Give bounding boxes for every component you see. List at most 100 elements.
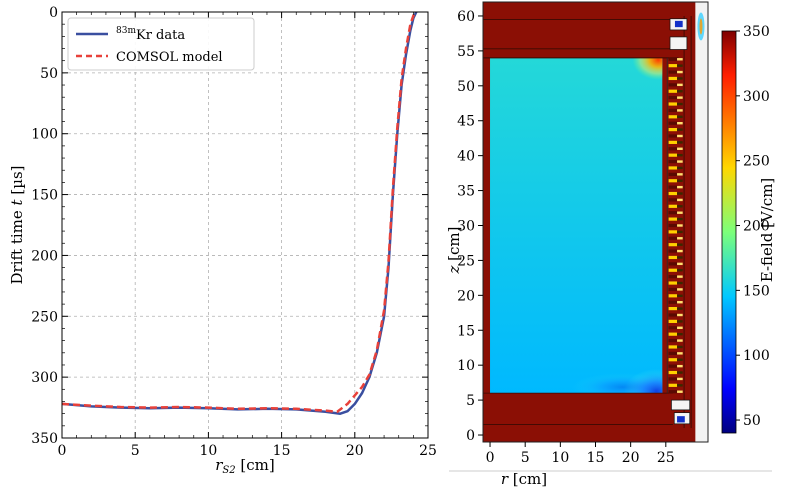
field-cage-ring xyxy=(669,275,677,278)
heatmap-y-tick-label: 35 xyxy=(457,184,475,200)
field-cage-ring-outer xyxy=(677,160,683,162)
field-cage-ring xyxy=(669,371,677,374)
electrode-hotspot xyxy=(677,416,685,422)
field-cage-ring-outer xyxy=(677,269,683,271)
heatmap-x-tick-label: 5 xyxy=(521,450,530,466)
field-cage-ring-outer xyxy=(677,186,683,188)
field-cage-ring-outer xyxy=(677,391,683,393)
field-cage-ring xyxy=(669,217,677,220)
heatmap-y-label: z [cm] xyxy=(445,226,463,274)
plot-area xyxy=(62,12,428,438)
field-cage-ring xyxy=(669,377,677,380)
y-tick-label: 250 xyxy=(31,309,58,325)
field-cage-ring-outer xyxy=(677,218,683,220)
field-cage-ring-outer xyxy=(677,212,683,214)
field-cage-ring-outer xyxy=(677,71,683,73)
field-cage-ring-outer xyxy=(677,90,683,92)
field-cage-ring xyxy=(669,205,677,208)
field-cage-ring-outer xyxy=(677,96,683,98)
field-cage-ring xyxy=(669,281,677,284)
heatmap-x-tick-label: 0 xyxy=(486,450,495,466)
field-cage-ring xyxy=(669,358,677,361)
field-cage-ring xyxy=(669,141,677,144)
field-cage-ring xyxy=(669,211,677,214)
field-cage-ring-outer xyxy=(677,141,683,143)
field-cage-ring xyxy=(669,109,677,112)
heatmap-x-tick-label: 15 xyxy=(587,450,605,466)
x-axis-label: rS2 [cm] xyxy=(215,456,275,476)
field-cage-ring xyxy=(669,70,677,73)
y-tick-label: 300 xyxy=(31,370,58,386)
y-tick-label: 200 xyxy=(31,248,58,264)
field-cage-ring-outer xyxy=(677,173,683,175)
field-cage-ring-outer xyxy=(677,295,683,297)
heatmap-y-tick-label: 10 xyxy=(457,358,475,374)
field-cage-ring xyxy=(669,230,677,233)
field-cage-ring-outer xyxy=(677,148,683,150)
field-cage-ring xyxy=(669,301,677,304)
field-cage-ring xyxy=(669,352,677,355)
field-cage-ring xyxy=(669,339,677,342)
field-cage-ring xyxy=(669,237,677,240)
colorbar-tick-label: 50 xyxy=(743,413,761,429)
field-cage-ring xyxy=(669,224,677,227)
electrode-hotspot xyxy=(675,21,683,27)
field-cage-ring-outer xyxy=(677,122,683,124)
field-cage-ring-outer xyxy=(677,84,683,86)
drift-time-chart: 0 5 10 15 20 25050100150200250300350 83mKr da… xyxy=(8,5,437,476)
field-cage-ring xyxy=(669,313,677,316)
field-cage-ring-outer xyxy=(677,365,683,367)
field-cage-ring-outer xyxy=(677,256,683,258)
field-cage-ring-outer xyxy=(677,384,683,386)
field-cage-ring-outer xyxy=(677,109,683,111)
field-cage-ring-outer xyxy=(677,243,683,245)
x-tick-label: 5 xyxy=(131,443,140,459)
field-cage-ring-outer xyxy=(677,263,683,265)
field-cage-ring-outer xyxy=(677,371,683,373)
field-cage-ring xyxy=(669,320,677,323)
field-cage-ring xyxy=(669,160,677,163)
x-tick-label: 15 xyxy=(273,443,291,459)
field-cage-ring xyxy=(669,333,677,336)
field-cage-ring xyxy=(669,384,677,387)
field-cage-ring xyxy=(669,256,677,259)
field-cage-ring-outer xyxy=(677,314,683,316)
heatmap-y-tick-label: 20 xyxy=(457,288,475,304)
field-cage-ring-outer xyxy=(677,282,683,284)
field-cage-ring xyxy=(669,307,677,310)
field-cage-ring xyxy=(669,90,677,93)
field-cage-ring-outer xyxy=(677,359,683,361)
heatmap-y-tick-label: 5 xyxy=(466,393,475,409)
field-cage-ring-outer xyxy=(677,275,683,277)
field-cage-ring xyxy=(669,173,677,176)
colorbar-tick-label: 350 xyxy=(743,24,770,40)
field-cage-ring-outer xyxy=(677,288,683,290)
field-cage-ring xyxy=(669,147,677,150)
field-cage-ring xyxy=(669,128,677,131)
field-gradient xyxy=(490,58,662,393)
colorbar xyxy=(722,31,736,433)
field-cage-ring-outer xyxy=(677,180,683,182)
field-cage-ring xyxy=(669,294,677,297)
field-cage-ring-outer xyxy=(677,192,683,194)
field-cage-ring xyxy=(669,243,677,246)
field-cage-ring xyxy=(669,365,677,368)
field-cage-ring-outer xyxy=(677,320,683,322)
field-cage-ring xyxy=(669,390,677,393)
field-cage-ring xyxy=(669,288,677,291)
field-cage-ring-outer xyxy=(677,103,683,105)
field-cage-ring xyxy=(669,198,677,201)
heatmap-x-label: r [cm] xyxy=(501,470,547,488)
field-cage-ring xyxy=(669,154,677,157)
y-tick-label: 0 xyxy=(49,5,58,21)
colorbar-tick-label: 250 xyxy=(743,154,770,170)
field-cage-ring-outer xyxy=(677,135,683,137)
colorbar-tick-label: 100 xyxy=(743,348,770,364)
outer-gap xyxy=(695,2,708,442)
electrode-cutout xyxy=(670,37,687,50)
field-cage-ring-outer xyxy=(677,339,683,341)
field-cage-ring xyxy=(669,64,677,67)
legend-label-comsol: COMSOL model xyxy=(116,50,223,65)
field-cage-ring-outer xyxy=(677,307,683,309)
heatmap-y-tick-label: 60 xyxy=(457,9,475,25)
